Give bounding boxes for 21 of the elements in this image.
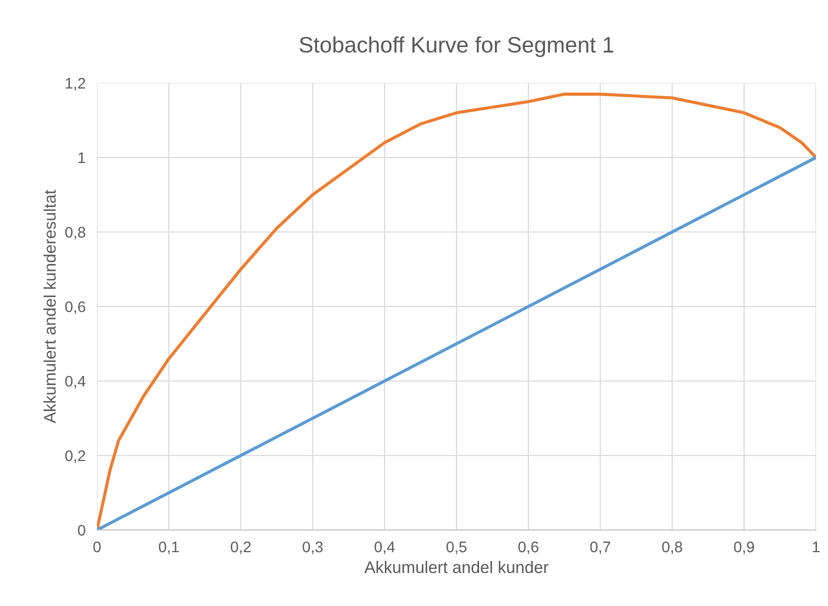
x-tick-label: 0,1 [158,542,179,554]
x-tick-label: 0,7 [590,542,610,554]
chart-title: Stobachoff Kurve for Segment 1 [300,36,614,58]
x-tick-label: 0,2 [230,542,251,554]
x-tick-label: 0 [93,542,101,552]
y-tick-label: 0,2 [65,450,86,463]
y-tick-label: 0,6 [65,301,86,314]
x-tick-label: 0,6 [518,542,538,554]
x-tick-label: 0,4 [374,542,395,554]
y-tick-label: 0,8 [65,226,86,240]
y-tick-label: 0,4 [65,376,86,388]
x-tick-label: 0,3 [302,542,323,554]
y-tick-label: 0 [78,524,86,536]
y-axis-title: Akkumulert andel kunderesultat [44,190,56,424]
x-tick-label: 0,9 [734,542,754,554]
x-tick-label: 0,5 [446,542,466,554]
x-tick-label: 0,8 [662,542,682,554]
x-axis-title: Akkumulert andel kunder [364,560,548,574]
x-tick-label: 1 [812,542,820,552]
y-tick-label: 1,2 [66,78,86,90]
y-tick-label: 1 [78,152,86,164]
